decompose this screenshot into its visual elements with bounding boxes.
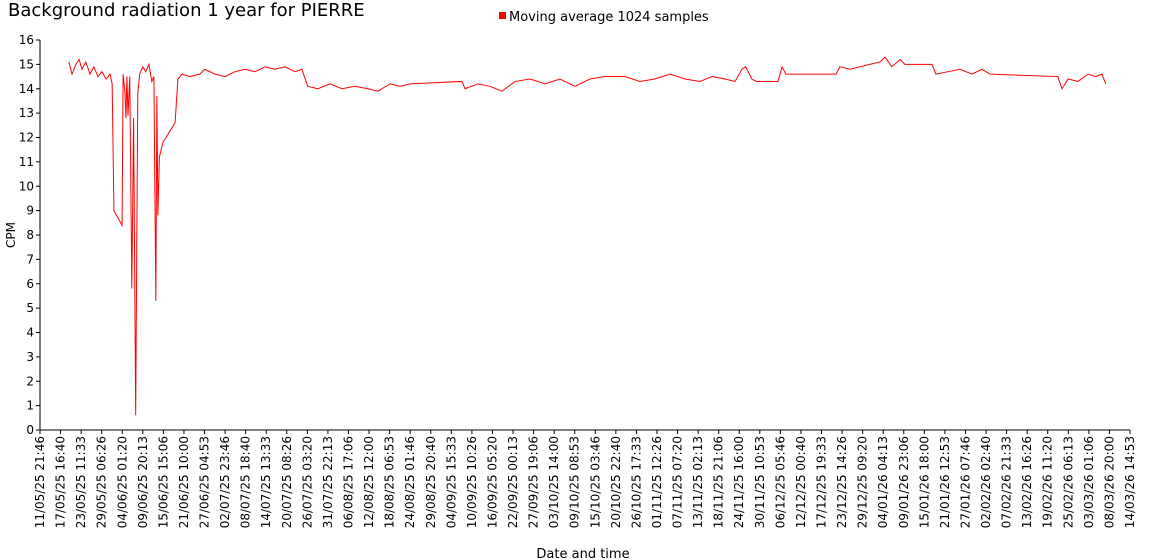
- x-tick-label: 31/07/25 22:13: [321, 436, 335, 528]
- x-tick-label: 25/02/26 06:13: [1061, 436, 1075, 528]
- x-tick-label: 24/08/25 01:46: [403, 436, 417, 528]
- y-tick-label: 4: [26, 326, 34, 340]
- x-tick-label: 15/01/26 18:00: [917, 436, 931, 528]
- x-tick-label: 14/03/26 14:53: [1123, 436, 1137, 528]
- x-tick-label: 27/06/25 04:53: [198, 436, 212, 528]
- y-tick-label: 0: [26, 423, 34, 437]
- x-tick-label: 26/10/25 17:33: [629, 436, 643, 528]
- x-tick-label: 15/06/25 15:06: [156, 436, 170, 528]
- x-tick-label: 01/11/25 12:26: [650, 436, 664, 528]
- x-tick-label: 14/07/25 13:33: [259, 436, 273, 528]
- legend-label: Moving average 1024 samples: [509, 10, 709, 25]
- x-tick-label: 16/09/25 05:20: [485, 436, 499, 528]
- data-line: [68, 56, 1107, 416]
- x-tick-label: 27/09/25 19:06: [527, 436, 541, 528]
- y-tick-label: 11: [19, 155, 34, 169]
- x-tick-label: 22/09/25 00:13: [506, 436, 520, 528]
- x-tick-label: 06/08/25 17:06: [341, 436, 355, 528]
- y-tick-label: 8: [26, 228, 34, 242]
- x-tick-label: 29/08/25 20:40: [424, 436, 438, 528]
- x-tick-label: 21/06/25 10:00: [177, 436, 191, 528]
- x-tick-label: 06/12/25 05:46: [773, 436, 787, 528]
- legend: Moving average 1024 samples: [499, 10, 709, 25]
- y-tick-label: 6: [26, 277, 34, 291]
- y-tick-label: 2: [26, 374, 34, 388]
- y-tick-label: 5: [26, 301, 34, 315]
- x-tick-label: 07/11/25 07:20: [671, 436, 685, 528]
- legend-swatch: [499, 12, 506, 19]
- x-axis-label: Date and time: [536, 547, 629, 560]
- x-tick-label: 20/07/25 08:26: [280, 436, 294, 528]
- x-tick-label: 27/01/26 07:46: [958, 436, 972, 528]
- x-tick-label: 08/03/26 20:00: [1102, 436, 1116, 528]
- y-tick-label: 16: [19, 33, 34, 47]
- x-tick-label: 07/02/26 21:33: [1000, 436, 1014, 528]
- x-tick-label: 11/05/25 21:46: [33, 436, 47, 528]
- x-tick-label: 13/02/26 16:26: [1020, 436, 1034, 528]
- x-tick-label: 18/11/25 21:06: [712, 436, 726, 528]
- x-tick-label: 03/10/25 14:00: [547, 436, 561, 528]
- y-tick-label: 1: [26, 399, 34, 413]
- y-tick-label: 15: [19, 57, 34, 71]
- y-tick-label: 3: [26, 350, 34, 364]
- x-tick-label: 23/05/25 11:33: [74, 436, 88, 528]
- x-tick-label: 17/12/25 19:33: [815, 436, 829, 528]
- x-tick-label: 15/10/25 03:46: [588, 436, 602, 528]
- x-tick-label: 30/11/25 10:53: [753, 436, 767, 528]
- x-tick-label: 29/12/25 09:20: [856, 436, 870, 528]
- y-tick-label: 7: [26, 252, 34, 266]
- y-tick-label: 12: [19, 131, 34, 145]
- x-tick-label: 19/02/26 11:20: [1041, 436, 1055, 528]
- x-tick-label: 02/07/25 23:46: [218, 436, 232, 528]
- x-tick-label: 17/05/25 16:40: [54, 436, 68, 528]
- x-tick-label: 10/09/25 10:26: [465, 436, 479, 528]
- x-tick-label: 29/05/25 06:26: [95, 436, 109, 528]
- y-tick-label: 13: [19, 106, 34, 120]
- x-tick-label: 13/11/25 02:13: [691, 436, 705, 528]
- x-tick-label: 09/10/25 08:53: [568, 436, 582, 528]
- x-tick-label: 02/02/26 02:40: [979, 436, 993, 528]
- x-tick-label: 20/10/25 22:40: [609, 436, 623, 528]
- x-tick-label: 12/12/25 00:40: [794, 436, 808, 528]
- y-tick-label: 9: [26, 204, 34, 218]
- y-tick-label: 14: [19, 82, 34, 96]
- x-tick-label: 23/12/25 14:26: [835, 436, 849, 528]
- x-tick-label: 18/08/25 06:53: [383, 436, 397, 528]
- x-tick-label: 26/07/25 03:20: [300, 436, 314, 528]
- x-tick-label: 09/01/26 23:06: [897, 436, 911, 528]
- x-tick-label: 24/11/25 16:00: [732, 436, 746, 528]
- x-tick-label: 08/07/25 18:40: [239, 436, 253, 528]
- x-tick-label: 21/01/26 12:53: [938, 436, 952, 528]
- y-axis-label: CPM: [4, 222, 18, 248]
- x-tick-label: 09/06/25 20:13: [136, 436, 150, 528]
- x-tick-label: 04/09/25 15:33: [444, 436, 458, 528]
- x-tick-label: 04/06/25 01:20: [115, 436, 129, 528]
- y-tick-label: 10: [19, 179, 34, 193]
- x-tick-label: 04/01/26 04:13: [876, 436, 890, 528]
- x-tick-label: 03/03/26 01:06: [1082, 436, 1096, 528]
- chart-title: Background radiation 1 year for PIERRE: [8, 0, 365, 21]
- x-tick-label: 12/08/25 12:00: [362, 436, 376, 528]
